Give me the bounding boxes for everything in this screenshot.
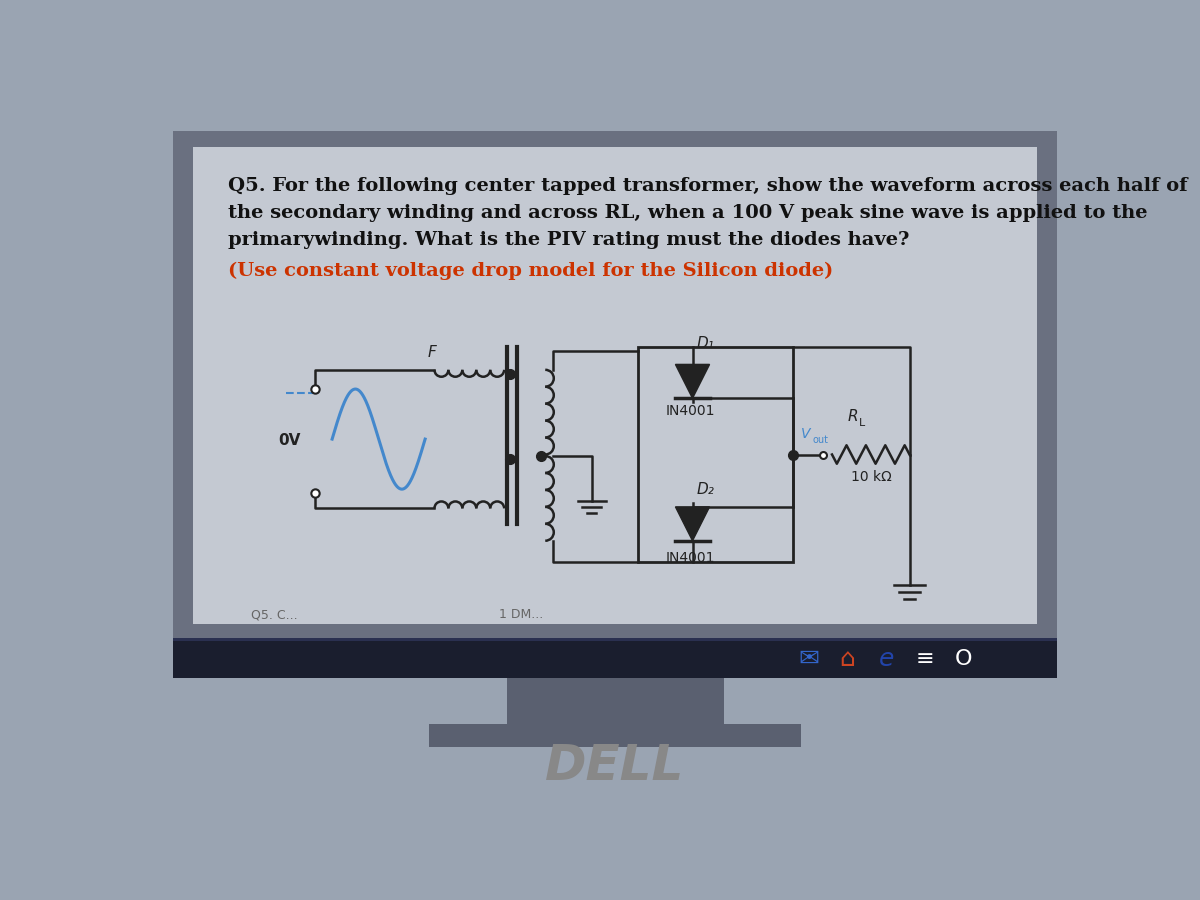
Text: R: R [847,409,858,424]
Text: ≡: ≡ [916,649,935,669]
Bar [430,724,802,747]
Text: ✉: ✉ [798,646,820,670]
Text: DELL: DELL [545,742,685,790]
Polygon shape [676,507,709,541]
Text: primarywinding. What is the PIV rating must the diodes have?: primarywinding. What is the PIV rating m… [228,231,908,249]
Text: e: e [878,646,894,670]
Polygon shape [676,364,709,399]
Text: 0V: 0V [278,433,300,448]
Bar [193,147,1037,624]
Bar [173,131,1057,639]
Text: IN4001: IN4001 [665,404,715,419]
Text: V: V [802,427,810,441]
Text: D₂: D₂ [696,482,714,497]
Bar [173,639,1057,678]
Text: O: O [955,649,972,669]
Text: Q5. C...: Q5. C... [251,608,298,622]
Text: the secondary winding and across RL, when a 100 V peak sine wave is applied to t: the secondary winding and across RL, whe… [228,204,1147,222]
Bar [506,678,724,728]
Bar [173,638,1057,641]
Text: Q5. For the following center tapped transformer, show the waveform across each h: Q5. For the following center tapped tran… [228,177,1187,195]
Text: IN4001: IN4001 [665,551,715,565]
Text: 10 kΩ: 10 kΩ [851,470,892,484]
Text: D₁: D₁ [696,336,714,350]
Text: F: F [427,346,437,360]
Text: (Use constant voltage drop model for the Silicon diode): (Use constant voltage drop model for the… [228,262,833,280]
Text: ⌂: ⌂ [840,646,856,670]
Bar [638,346,793,562]
Text: L: L [859,418,865,428]
Text: out: out [812,436,829,446]
Text: 1 DM...: 1 DM... [499,608,542,622]
